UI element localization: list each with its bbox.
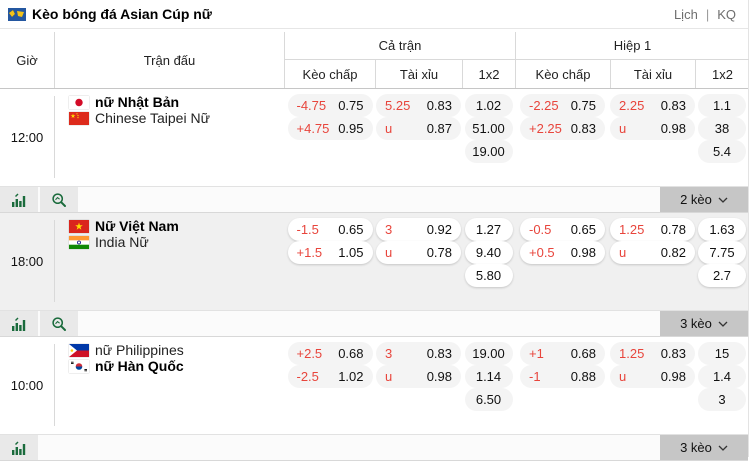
odds-pill-h1-handicap-home[interactable]: -2.25 0.75 bbox=[520, 94, 605, 117]
away-team-link[interactable]: Chinese Taipei Nữ bbox=[55, 110, 285, 126]
odds-pill-ft-handicap-away[interactable]: +1.5 1.05 bbox=[287, 241, 373, 264]
more-odds-button[interactable]: 2 kèo bbox=[660, 187, 748, 212]
match-row-japan-taipei: 12:00 nữ Nhật Bản Chinese Taipei Nữ -4.7… bbox=[0, 89, 748, 186]
stats-chart-icon[interactable] bbox=[0, 311, 38, 336]
odds-pill-ft-under[interactable]: u 0.87 bbox=[376, 117, 461, 140]
odds-pill-h1-1x2-away[interactable]: 7.75 bbox=[698, 241, 746, 264]
more-odds-button[interactable]: 3 kèo bbox=[660, 311, 748, 336]
odds-pill-ft-1x2-draw[interactable]: 19.00 bbox=[464, 140, 513, 163]
odds-pill-ft-handicap-home[interactable]: +2.5 0.68 bbox=[287, 342, 373, 365]
col-header-ft-handicap: Kèo chấp bbox=[302, 66, 358, 82]
odds-pill-ft-1x2-away[interactable]: 51.00 bbox=[464, 117, 513, 140]
away-team-link[interactable]: India Nữ bbox=[55, 234, 285, 250]
odds-pill-h1-over[interactable]: 1.25 0.83 bbox=[610, 342, 695, 365]
schedule-link[interactable]: Lịch bbox=[673, 6, 698, 22]
odds-pill-h1-under[interactable]: u 0.98 bbox=[610, 365, 695, 388]
odds-pill-ft-handicap-away[interactable]: -2.5 1.02 bbox=[287, 365, 373, 388]
south-korea-flag-icon bbox=[69, 359, 89, 373]
col-header-match: Trận đấu bbox=[55, 32, 285, 88]
away-team-name: nữ Hàn Quốc bbox=[95, 358, 184, 374]
odds-pill-ft-1x2-draw[interactable]: 6.50 bbox=[464, 388, 513, 411]
group-header-full-match: Cả trận bbox=[285, 32, 515, 60]
odds-pill-ft-handicap-home[interactable]: -4.75 0.75 bbox=[287, 94, 373, 117]
titlebar: Kèo bóng đá Asian Cúp nữ Lịch | KQ bbox=[0, 0, 748, 29]
chevron-down-icon bbox=[718, 321, 728, 327]
more-odds-button[interactable]: 3 kèo bbox=[660, 435, 748, 460]
home-team-link[interactable]: nữ Philippines bbox=[55, 342, 285, 358]
col-header-ft-over-under: Tài xỉu bbox=[375, 60, 462, 88]
chevron-down-icon bbox=[718, 197, 728, 203]
vietnam-flag-icon bbox=[69, 219, 89, 233]
odds-search-icon[interactable] bbox=[40, 187, 78, 212]
home-team-link[interactable]: nữ Nhật Bản bbox=[55, 94, 285, 110]
odds-pill-h1-under[interactable]: u 0.82 bbox=[610, 241, 695, 264]
match-time: 18:00 bbox=[0, 220, 55, 302]
page-title: Kèo bóng đá Asian Cúp nữ bbox=[32, 6, 212, 22]
match-time: 10:00 bbox=[0, 344, 55, 426]
odds-pill-ft-1x2-away[interactable]: 1.14 bbox=[464, 365, 513, 388]
japan-flag-icon bbox=[69, 95, 89, 109]
stats-chart-icon[interactable] bbox=[0, 187, 38, 212]
odds-pill-ft-over[interactable]: 3 0.83 bbox=[376, 342, 461, 365]
odds-table-header: Giờ Trận đấu Cả trận Hiệp 1 Kèo chấp Tài… bbox=[0, 32, 749, 89]
odds-pill-h1-handicap-away[interactable]: +2.25 0.83 bbox=[520, 117, 605, 140]
odds-pill-h1-1x2-away[interactable]: 38 bbox=[698, 117, 746, 140]
odds-pill-h1-under[interactable]: u 0.98 bbox=[610, 117, 695, 140]
odds-search-icon[interactable] bbox=[40, 311, 78, 336]
india-flag-icon bbox=[69, 235, 89, 249]
home-team-name: nữ Philippines bbox=[95, 342, 184, 358]
link-separator: | bbox=[705, 6, 710, 22]
odds-pill-h1-1x2-draw[interactable]: 3 bbox=[698, 388, 746, 411]
col-header-ft-1x2: 1x2 bbox=[462, 60, 515, 88]
chinese-taipei-flag-icon bbox=[69, 111, 89, 125]
league-icon bbox=[8, 7, 26, 21]
stats-chart-icon[interactable] bbox=[0, 435, 38, 460]
odds-pill-h1-1x2-home[interactable]: 1.63 bbox=[698, 218, 746, 241]
odds-pill-h1-handicap-away[interactable]: -1 0.88 bbox=[520, 365, 605, 388]
odds-pill-ft-under[interactable]: u 0.98 bbox=[376, 365, 461, 388]
odds-pill-ft-handicap-away[interactable]: +4.75 0.95 bbox=[287, 117, 373, 140]
odds-pill-ft-1x2-home[interactable]: 1.02 bbox=[464, 94, 513, 117]
philippines-flag-icon bbox=[69, 343, 89, 357]
away-team-name: India Nữ bbox=[95, 234, 149, 250]
odds-pill-h1-1x2-home[interactable]: 15 bbox=[698, 342, 746, 365]
away-team-name: Chinese Taipei Nữ bbox=[95, 110, 210, 126]
odds-pill-h1-1x2-home[interactable]: 1.1 bbox=[698, 94, 746, 117]
odds-pill-h1-handicap-away[interactable]: +0.5 0.98 bbox=[520, 241, 605, 264]
odds-pill-ft-1x2-home[interactable]: 1.27 bbox=[464, 218, 513, 241]
odds-pill-h1-over[interactable]: 1.25 0.78 bbox=[610, 218, 695, 241]
match-toolbar: 2 kèo bbox=[0, 186, 748, 213]
match-row-philippines-korea: 10:00 nữ Philippines nữ Hàn Quốc +2.5 0.6… bbox=[0, 337, 748, 434]
group-header-first-half: Hiệp 1 bbox=[515, 32, 749, 60]
odds-pill-ft-handicap-home[interactable]: -1.5 0.65 bbox=[287, 218, 373, 241]
home-team-link[interactable]: Nữ Việt Nam bbox=[55, 218, 285, 234]
away-team-link[interactable]: nữ Hàn Quốc bbox=[55, 358, 285, 374]
odds-pill-ft-over[interactable]: 5.25 0.83 bbox=[376, 94, 461, 117]
col-header-time: Giờ bbox=[0, 32, 55, 88]
results-link[interactable]: KQ bbox=[717, 6, 736, 22]
chevron-down-icon bbox=[718, 445, 728, 451]
match-row-vietnam-india: 18:00 Nữ Việt Nam India Nữ -1.5 0.65 +1.5… bbox=[0, 213, 748, 310]
odds-pill-ft-1x2-home[interactable]: 19.00 bbox=[464, 342, 513, 365]
odds-pill-h1-handicap-home[interactable]: -0.5 0.65 bbox=[520, 218, 605, 241]
odds-pill-h1-1x2-draw[interactable]: 5.4 bbox=[698, 140, 746, 163]
header-links: Lịch | KQ bbox=[674, 7, 736, 22]
odds-pill-ft-1x2-away[interactable]: 9.40 bbox=[464, 241, 513, 264]
home-team-name: Nữ Việt Nam bbox=[95, 218, 179, 234]
odds-pill-ft-1x2-draw[interactable]: 5.80 bbox=[464, 264, 513, 287]
odds-pill-h1-1x2-draw[interactable]: 2.7 bbox=[698, 264, 746, 287]
odds-pill-h1-handicap-home[interactable]: +1 0.68 bbox=[520, 342, 605, 365]
match-time: 12:00 bbox=[0, 96, 55, 178]
col-header-h1-handicap: Kèo chấp bbox=[515, 60, 610, 88]
odds-pill-h1-over[interactable]: 2.25 0.83 bbox=[610, 94, 695, 117]
col-header-h1-1x2: 1x2 bbox=[695, 60, 749, 88]
odds-pill-ft-over[interactable]: 3 0.92 bbox=[376, 218, 461, 241]
odds-pill-ft-under[interactable]: u 0.78 bbox=[376, 241, 461, 264]
col-header-h1-over-under: Tài xỉu bbox=[610, 60, 695, 88]
home-team-name: nữ Nhật Bản bbox=[95, 94, 180, 110]
odds-pill-h1-1x2-away[interactable]: 1.4 bbox=[698, 365, 746, 388]
match-toolbar: 3 kèo bbox=[0, 310, 748, 337]
